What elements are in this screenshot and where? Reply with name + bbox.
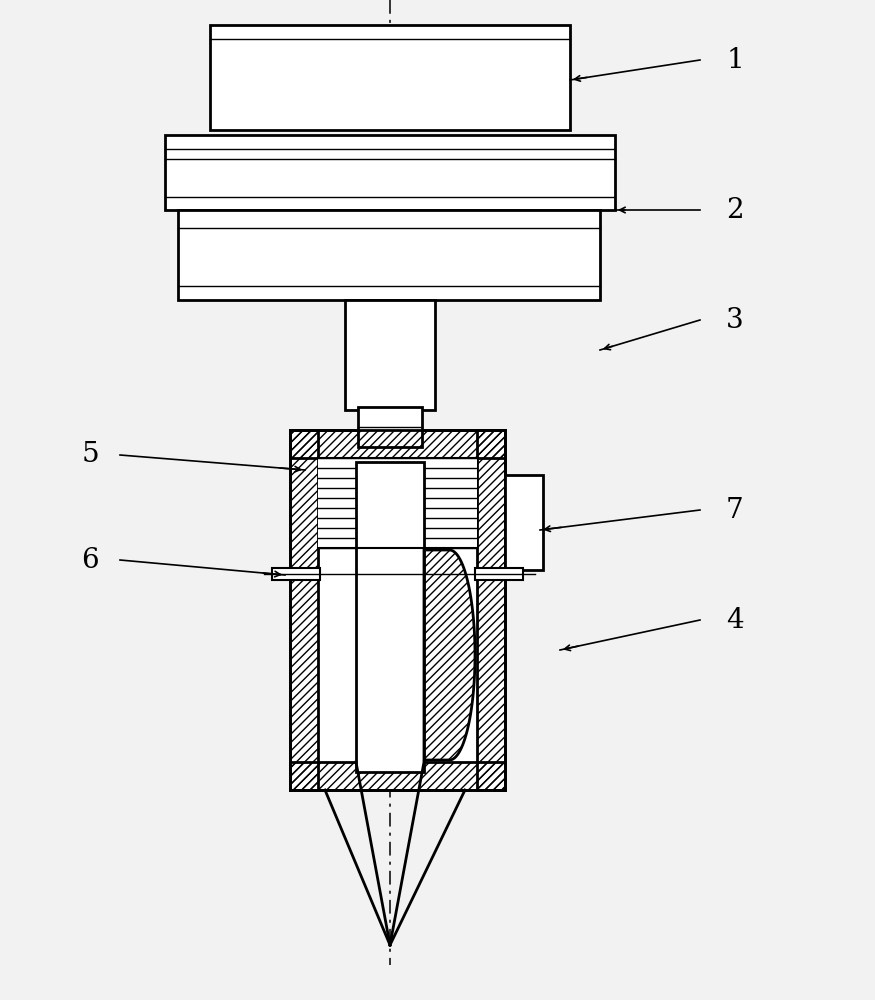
Bar [290,762,505,790]
Bar [290,430,318,790]
Bar [505,475,543,570]
Bar [178,210,600,300]
Text: 5: 5 [81,442,99,468]
Bar [210,25,570,130]
Bar [356,462,424,772]
Bar [165,135,615,210]
Bar [345,300,435,410]
Bar [475,568,523,580]
Bar [477,430,505,790]
Bar [290,762,505,790]
Bar [358,407,422,447]
Text: 2: 2 [726,196,744,224]
Bar [290,430,505,458]
Text: 7: 7 [726,496,744,524]
Bar [290,430,318,790]
Bar [272,568,320,580]
Text: 4: 4 [726,606,744,634]
Bar [477,430,505,790]
Text: 6: 6 [81,546,99,574]
Bar [290,430,505,790]
Text: 1: 1 [726,46,744,74]
Bar [318,458,477,548]
Text: 3: 3 [726,306,744,334]
Bar [290,430,505,458]
